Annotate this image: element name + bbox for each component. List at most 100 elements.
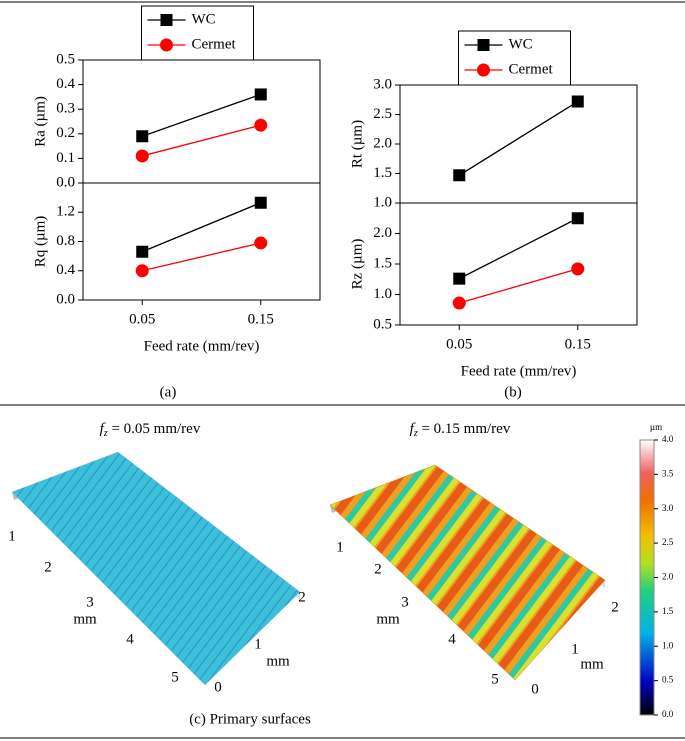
data-point — [135, 264, 149, 278]
y-tick-label: 0.4 — [56, 76, 75, 92]
title-part: f — [410, 421, 416, 437]
title-part: = 0.15 mm/rev — [418, 421, 511, 437]
colorbar-tick-label: 2.0 — [662, 572, 674, 582]
y-tick-label: 1.5 — [373, 165, 392, 181]
axis-tick-label: 0 — [531, 681, 539, 697]
axis-tick-label: 3 — [86, 594, 94, 610]
data-point — [254, 118, 268, 132]
y-tick-label: 0.5 — [373, 316, 392, 332]
series-line — [142, 124, 261, 157]
plot-frame — [399, 84, 638, 204]
data-point — [571, 95, 584, 108]
y-tick-label: 1.5 — [373, 255, 392, 271]
y-tick-label: 0.3 — [56, 101, 75, 117]
caption: (b) — [504, 384, 522, 400]
legend — [458, 30, 571, 86]
series-line — [458, 100, 579, 176]
legend — [141, 5, 254, 61]
surface-right — [329, 464, 606, 681]
x-tick-label: 0.05 — [446, 336, 472, 352]
axis-tick-label: 4 — [126, 631, 134, 647]
surface-title: fz = 0.15 mm/rev — [410, 421, 511, 439]
axis-tick-label: 1 — [336, 539, 344, 555]
y-tick-label: 0.0 — [56, 174, 75, 190]
legend-label: WC — [509, 36, 533, 52]
y-tick-label: 0.2 — [56, 125, 75, 141]
data-point — [254, 88, 267, 101]
plot-frame — [82, 59, 321, 184]
axis-tick-label: 1 — [571, 641, 579, 657]
y-tick-label: 2.0 — [373, 135, 392, 151]
x-tick-label: 0.15 — [565, 336, 591, 352]
y-tick-label: 1.0 — [373, 286, 392, 302]
colorbar-tick-label: 3.0 — [662, 503, 674, 513]
legend-symbol — [160, 14, 173, 26]
y-tick-label: 2.0 — [373, 225, 392, 241]
axis-tick-label: 1 — [254, 636, 262, 652]
data-point — [135, 149, 149, 163]
colorbar-tick-label: 4.0 — [662, 434, 674, 444]
y-tick-label: 0.0 — [56, 291, 75, 307]
series-line — [459, 268, 578, 304]
y-tick-label: 1.2 — [56, 204, 75, 220]
data-point — [571, 212, 584, 225]
series-line — [142, 242, 261, 272]
axis-tick-label: 4 — [448, 631, 456, 647]
x-tick-label: 0.05 — [129, 311, 155, 327]
y-tick-label: 0.4 — [56, 262, 75, 278]
y-tick-label: 1.0 — [373, 194, 392, 210]
colorbar-tick-label: 3.5 — [662, 468, 674, 478]
y-tick-label: 2.5 — [373, 106, 392, 122]
axis-tick-label: 2 — [298, 589, 306, 605]
axis-tick-label: 1 — [8, 528, 16, 544]
axis-tick-label: 5 — [491, 671, 499, 687]
title-part: z — [413, 428, 418, 439]
title-part: f — [100, 421, 106, 437]
plot-frame — [399, 202, 638, 326]
data-point — [453, 272, 466, 285]
axis-unit: mm — [376, 611, 400, 627]
legend-label: Cermet — [192, 36, 237, 52]
axis-tick-label: 0 — [214, 679, 222, 695]
colorbar-tick-label: 2.5 — [662, 537, 674, 547]
plot-frame — [82, 182, 321, 301]
x-axis-label: Feed rate (mm/rev) — [461, 363, 577, 379]
series-line — [142, 93, 261, 137]
y-tick-label: 0.5 — [56, 51, 75, 67]
y-axis-label: Rz (µm) — [349, 239, 365, 290]
colorbar-tick-label: 1.5 — [662, 606, 674, 616]
data-point — [452, 296, 466, 310]
x-tick-label: 0.15 — [248, 311, 274, 327]
colorbar-tick-label: 1.0 — [662, 640, 674, 650]
y-axis-label: Rt (µm) — [349, 120, 365, 168]
surface-left — [11, 451, 301, 686]
y-axis-label: Ra (µm) — [32, 96, 48, 147]
axis-tick-label: 5 — [171, 669, 179, 685]
series-line — [458, 217, 579, 280]
legend-label: Cermet — [509, 61, 554, 77]
title-part: = 0.05 mm/rev — [108, 421, 201, 437]
colorbar-unit: µm — [650, 422, 662, 432]
series-line — [142, 202, 261, 253]
title-part: z — [103, 428, 108, 439]
axis-unit: mm — [266, 653, 290, 669]
axis-unit: mm — [73, 611, 97, 627]
x-axis-label: Feed rate (mm/rev) — [144, 338, 260, 354]
caption: (a) — [160, 384, 177, 400]
axis-tick-label: 2 — [374, 561, 382, 577]
y-axis-label: Rq (µm) — [32, 216, 48, 268]
axis-tick-label: 2 — [611, 599, 619, 615]
data-point — [136, 245, 149, 258]
legend-symbol — [477, 63, 490, 77]
axis-tick-label: 2 — [44, 559, 52, 575]
colorbar — [639, 439, 655, 716]
data-point — [571, 262, 585, 276]
surface-title: fz = 0.05 mm/rev — [100, 421, 201, 439]
legend-symbol — [160, 38, 173, 52]
axis-unit: mm — [580, 656, 604, 672]
data-point — [453, 169, 466, 182]
legend-label: WC — [192, 11, 216, 27]
data-point — [254, 196, 267, 209]
